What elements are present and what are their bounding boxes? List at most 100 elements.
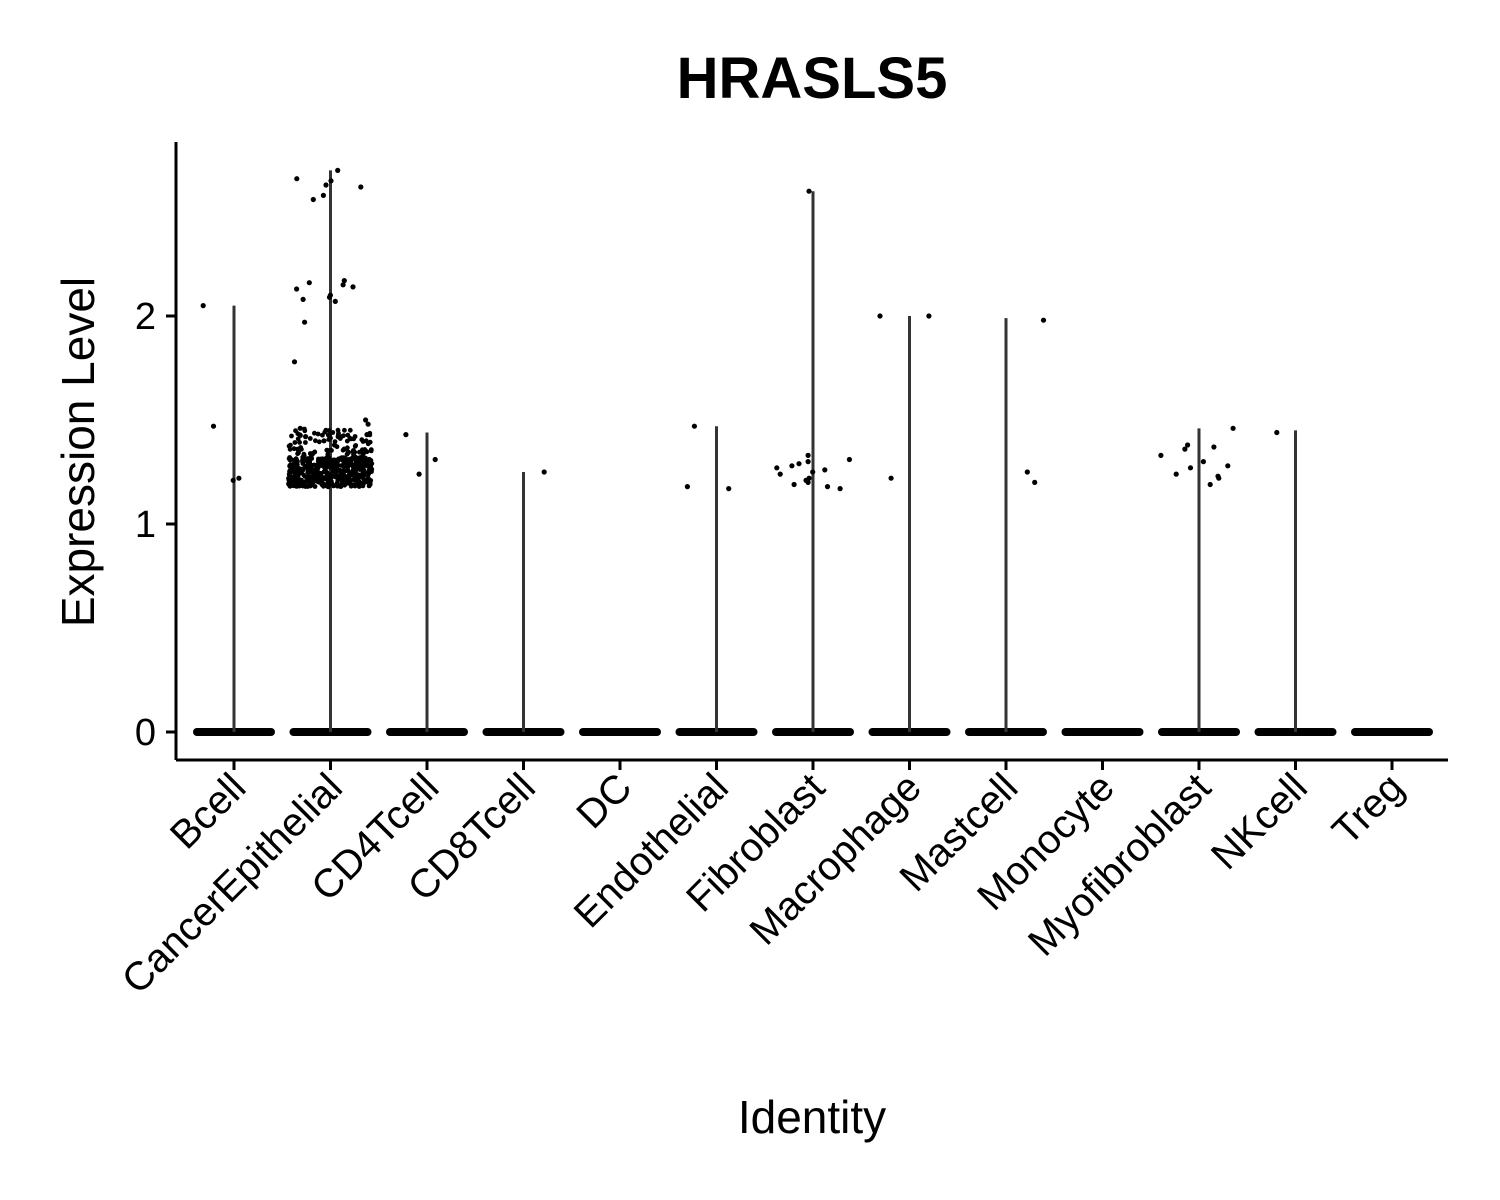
y-axis: 0 1 2 [135, 142, 178, 760]
data-point [335, 432, 341, 438]
data-point [323, 182, 329, 188]
data-point [806, 475, 812, 481]
data-point [344, 451, 350, 457]
data-point [353, 443, 359, 448]
data-point [810, 469, 816, 475]
data-point [684, 484, 691, 490]
data-point [326, 459, 331, 464]
data-point [1274, 429, 1280, 436]
data-point [846, 456, 853, 463]
data-point [297, 425, 303, 431]
data-point [299, 446, 304, 452]
data-point [289, 433, 294, 439]
data-point [315, 431, 321, 437]
data-point [888, 475, 894, 481]
data-point [333, 472, 339, 477]
data-point [1200, 459, 1206, 465]
data-point [355, 482, 360, 488]
data-point [345, 445, 350, 451]
data-point [331, 467, 336, 472]
data-point [335, 483, 340, 489]
data-point [363, 417, 369, 423]
data-point [310, 479, 316, 485]
data-point [316, 456, 321, 462]
data-point [321, 438, 327, 444]
data-point [365, 477, 370, 482]
data-point [328, 178, 334, 184]
data-point [354, 476, 359, 482]
data-point [287, 470, 293, 476]
data-point [300, 483, 306, 489]
data-point [366, 471, 371, 477]
data-point [1211, 444, 1217, 450]
data-point [344, 438, 350, 444]
data-point [368, 447, 374, 452]
data-point [1182, 446, 1188, 452]
data-point [1187, 465, 1194, 471]
data-point [1173, 471, 1179, 477]
data-point [292, 440, 298, 445]
data-point [302, 474, 308, 479]
x-tick-label: DC [568, 765, 640, 837]
data-point [338, 471, 344, 477]
data-point [326, 428, 332, 433]
data-point [326, 437, 332, 442]
data-point [806, 188, 812, 194]
data-point [291, 359, 298, 365]
violin-base-treg [1351, 728, 1433, 736]
data-point [325, 452, 331, 457]
y-axis-label: Expression Level [52, 277, 104, 627]
data-point [298, 477, 304, 483]
data-point [321, 481, 327, 487]
data-point [341, 433, 346, 439]
data-point [200, 303, 206, 309]
data-point [326, 481, 332, 486]
data-point [307, 468, 312, 474]
data-point [329, 474, 334, 480]
data-point [342, 427, 347, 433]
data-point [320, 192, 326, 198]
data-point [291, 446, 297, 452]
data-point [316, 439, 322, 445]
data-point [774, 465, 780, 471]
data-point [360, 468, 366, 473]
data-point [309, 464, 314, 470]
data-point [726, 486, 732, 492]
data-point [295, 436, 301, 442]
data-point [300, 461, 306, 466]
y-tick-label: 0 [135, 712, 156, 754]
data-point [1024, 469, 1030, 475]
data-point [324, 447, 330, 453]
data-point [777, 471, 783, 477]
data-point [926, 313, 932, 319]
data-point [357, 449, 362, 455]
data-point [366, 467, 372, 473]
data-point [307, 451, 313, 456]
data-point [348, 458, 354, 464]
data-point [805, 459, 811, 465]
data-point [432, 456, 438, 463]
data-point [353, 454, 358, 460]
data-point [299, 470, 304, 476]
data-point [796, 461, 802, 467]
data-point [541, 469, 547, 475]
data-point [355, 472, 361, 478]
data-point [363, 438, 369, 444]
data-point [805, 479, 811, 485]
data-point [322, 465, 327, 471]
x-tick-label: Treg [1324, 765, 1412, 853]
data-point [348, 480, 353, 486]
data-point [1185, 442, 1191, 448]
data-point [365, 421, 371, 427]
data-point [342, 468, 348, 474]
data-point [347, 427, 353, 433]
y-tick-label: 1 [135, 504, 156, 546]
plot-area [193, 167, 1433, 736]
data-point [403, 432, 409, 438]
data-point [332, 298, 338, 304]
data-point [312, 430, 317, 436]
data-point [301, 451, 307, 457]
data-point [824, 484, 831, 490]
data-point [341, 457, 347, 462]
